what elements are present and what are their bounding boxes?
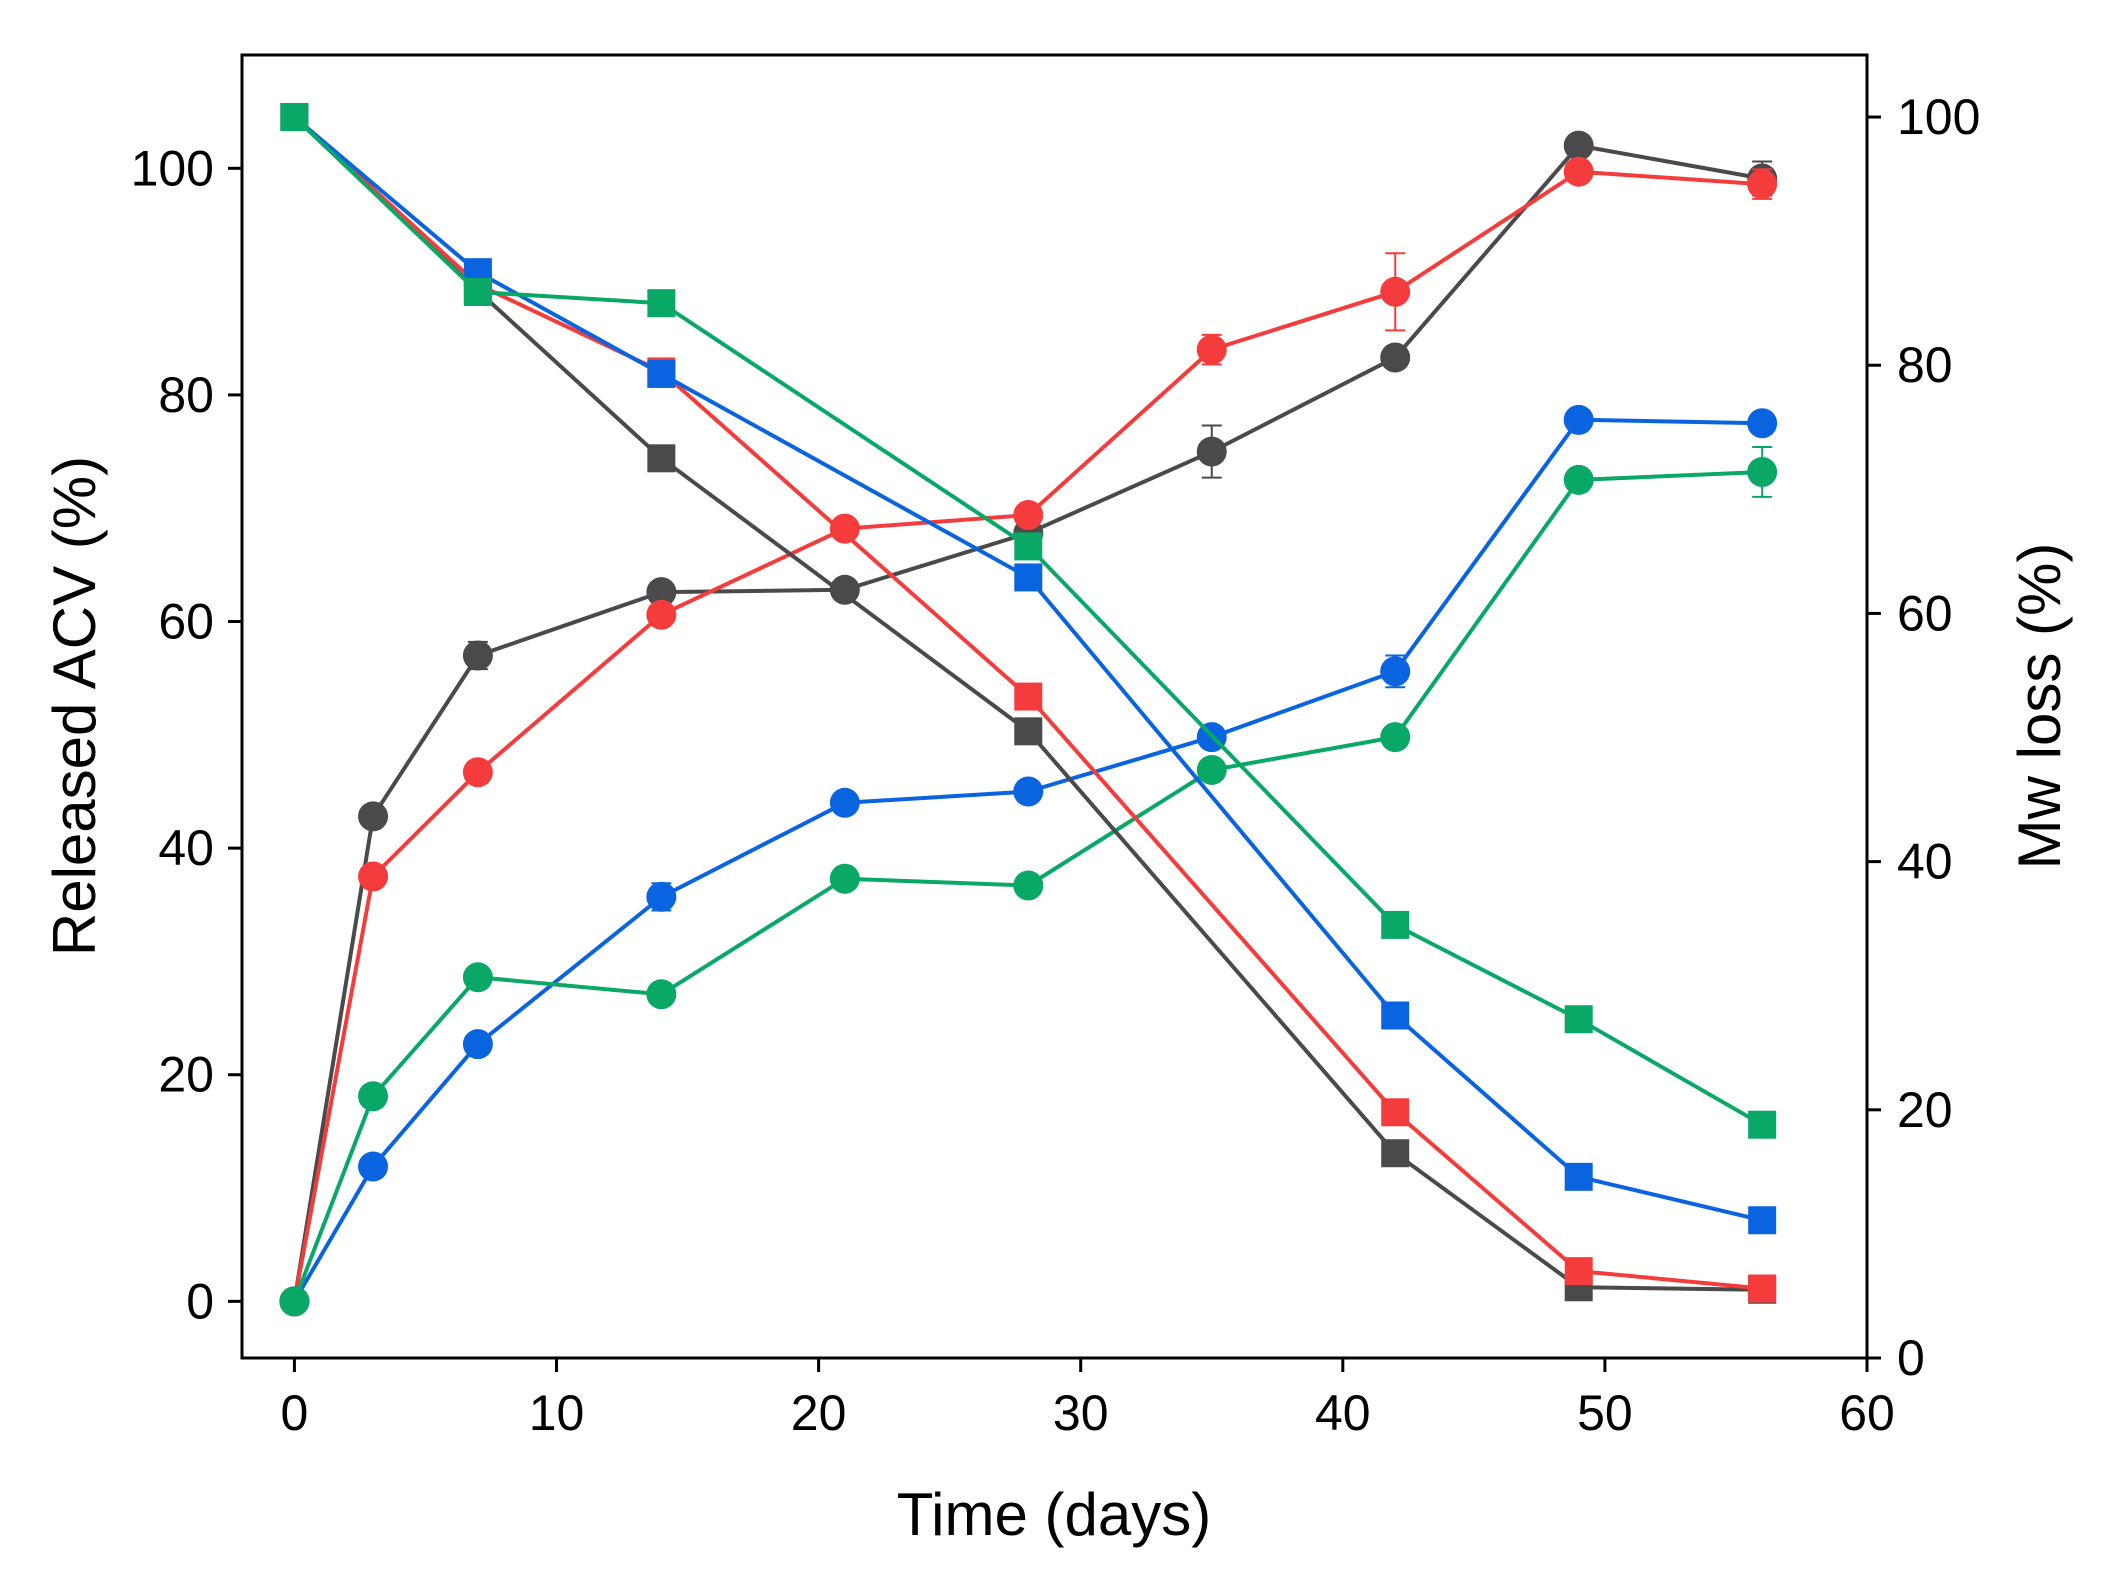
data-point: [1014, 563, 1043, 592]
data-point: [647, 289, 676, 318]
data-point: [358, 801, 389, 832]
x-axis-title: Time (days): [897, 1481, 1211, 1548]
y-right-tick-label: 20: [1897, 1082, 1953, 1138]
y-right-tick-label: 40: [1897, 834, 1953, 890]
x-tick-label: 30: [1053, 1385, 1109, 1441]
data-point: [280, 103, 309, 132]
y-left-tick-label: 80: [158, 367, 214, 423]
data-point: [646, 881, 677, 912]
data-point: [1563, 130, 1594, 161]
series-line: [292, 470, 1763, 1303]
series-line: [292, 169, 1763, 1302]
data-point: [646, 599, 677, 630]
x-tick-label: 10: [529, 1385, 585, 1441]
y-axis-left-title: Released ACV (%): [41, 456, 108, 956]
data-point: [1747, 169, 1778, 200]
data-point: [1563, 464, 1594, 495]
data-point: [1747, 408, 1778, 439]
data-point: [829, 787, 860, 818]
data-point: [1013, 870, 1044, 901]
data-point: [462, 962, 493, 993]
data-point: [1381, 1139, 1410, 1168]
data-point: [1196, 436, 1227, 467]
data-point: [1748, 1206, 1777, 1235]
data-point: [462, 1029, 493, 1060]
data-point: [1381, 910, 1410, 939]
data-point: [1196, 754, 1227, 785]
y-left-tick-label: 20: [158, 1047, 214, 1103]
data-point: [1747, 456, 1778, 487]
plot-frame: [240, 53, 1869, 1360]
y-left-tick-label: 100: [131, 140, 214, 196]
data-point: [462, 757, 493, 788]
x-tick-label: 50: [1577, 1385, 1633, 1441]
data-point: [1381, 1098, 1410, 1127]
y-right-tick-label: 80: [1897, 337, 1953, 393]
data-point: [1564, 1162, 1593, 1191]
data-point: [1013, 776, 1044, 807]
data-point: [1014, 682, 1043, 711]
data-point: [1380, 656, 1411, 687]
data-point: [1014, 532, 1043, 561]
data-point: [1564, 1257, 1593, 1286]
data-point: [647, 444, 676, 473]
data-point: [829, 513, 860, 544]
data-point: [1748, 1274, 1777, 1303]
series-layer: [279, 103, 1778, 1317]
series-line: [292, 417, 1763, 1303]
data-point: [1564, 1005, 1593, 1034]
data-point: [358, 861, 389, 892]
data-point: [1563, 404, 1594, 435]
data-point: [462, 640, 493, 671]
x-tick-label: 20: [791, 1385, 847, 1441]
data-point: [463, 278, 492, 307]
data-point: [1563, 156, 1594, 187]
data-point: [1014, 717, 1043, 746]
data-point: [829, 863, 860, 894]
data-point: [1196, 334, 1227, 365]
x-tick-label: 0: [281, 1385, 309, 1441]
data-point: [1013, 500, 1044, 531]
data-point: [1380, 342, 1411, 373]
data-point: [647, 359, 676, 388]
series-8: [280, 103, 1777, 1139]
y-right-tick-label: 100: [1897, 89, 1980, 145]
x-tick-label: 60: [1839, 1385, 1895, 1441]
data-point: [358, 1081, 389, 1112]
y-right-tick-label: 60: [1897, 585, 1953, 641]
y-right-tick-label: 0: [1897, 1330, 1925, 1386]
data-point: [1380, 722, 1411, 753]
data-point: [1380, 276, 1411, 307]
data-point: [1381, 1001, 1410, 1030]
data-point: [646, 577, 677, 608]
data-point: [829, 574, 860, 605]
data-point: [1748, 1110, 1777, 1139]
data-point: [646, 979, 677, 1010]
series-3: [279, 404, 1778, 1317]
data-point: [358, 1151, 389, 1182]
x-tick-label: 40: [1315, 1385, 1371, 1441]
y-left-tick-label: 40: [158, 820, 214, 876]
series-4: [279, 446, 1778, 1317]
y-axis-right-title: Mw loss (%): [2006, 543, 2073, 870]
data-point: [279, 1286, 310, 1317]
y-left-tick-label: 60: [158, 594, 214, 650]
y-left-tick-label: 0: [186, 1273, 214, 1329]
series-line: [292, 143, 1763, 1302]
